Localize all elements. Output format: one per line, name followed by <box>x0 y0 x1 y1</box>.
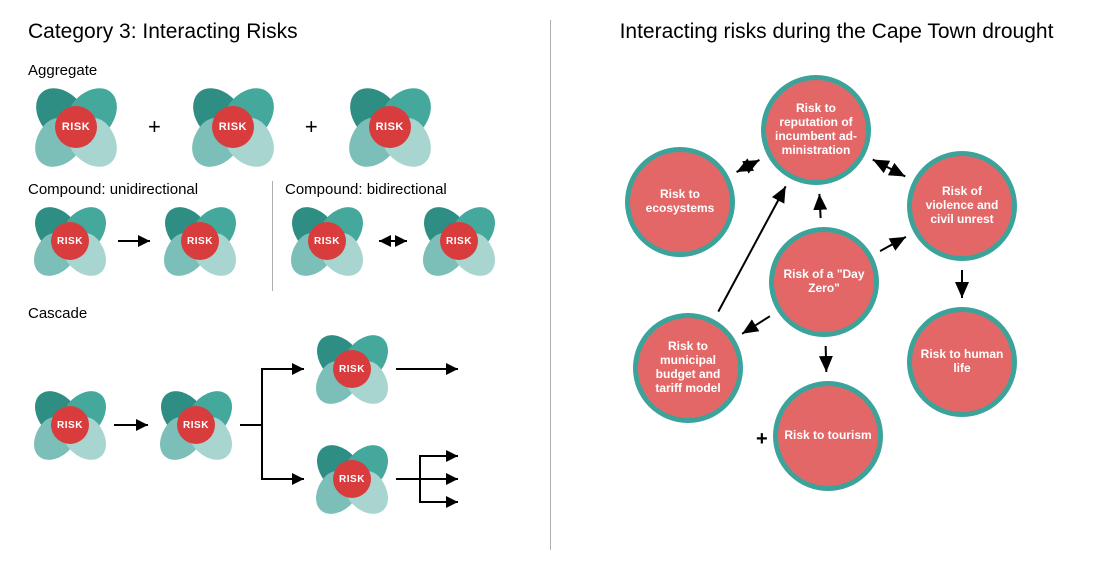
compound-bi-label: Compound: bidirectional <box>285 181 517 198</box>
arrow-bidir-icon <box>373 234 413 248</box>
aggregate-row: RISK + RISK + RISK <box>28 85 522 169</box>
cascade-label: Cascade <box>28 305 522 322</box>
risk-flower: RISK <box>285 204 369 278</box>
left-title: Category 3: Interacting Risks <box>28 20 522 44</box>
arrow-right-icon <box>118 234 152 248</box>
risk-core: RISK <box>369 106 411 148</box>
left-panel: Category 3: Interacting Risks Aggregate … <box>0 0 550 570</box>
right-title: Interacting risks during the Cape Town d… <box>560 20 1093 44</box>
risk-core: RISK <box>181 222 219 260</box>
risk-core: RISK <box>440 222 478 260</box>
node-ecosystems: Risk to ecosystems <box>625 147 735 257</box>
risk-core: RISK <box>308 222 346 260</box>
risk-flower: RISK <box>158 204 242 278</box>
risk-flower: RISK <box>28 204 112 278</box>
node-humanlife: Risk to human life <box>907 307 1017 417</box>
node-budget: Risk to municipal budget and tariff mode… <box>633 313 743 423</box>
compound-section: Compound: unidirectional RISK RISK Compo… <box>28 181 522 291</box>
plus-sign: + <box>134 114 175 140</box>
node-reputation: Risk to reputation of incumbent ad-minis… <box>761 75 871 185</box>
node-dayzero: Risk of a "Day Zero" <box>769 227 879 337</box>
node-violence: Risk of violence and civil unrest <box>907 151 1017 261</box>
aggregate-label: Aggregate <box>28 62 522 79</box>
risk-core: RISK <box>212 106 254 148</box>
compound-uni-label: Compound: unidirectional <box>28 181 272 198</box>
plus-sign: + <box>291 114 332 140</box>
cascade-arrows <box>28 328 528 528</box>
cascade-diagram: RISK RISK RISK RISK <box>28 328 522 528</box>
risk-core: RISK <box>51 222 89 260</box>
right-panel: Interacting risks during the Cape Town d… <box>550 0 1103 570</box>
node-tourism: Risk to tourism <box>773 381 883 491</box>
risk-flower: RISK <box>28 85 124 169</box>
risk-flower: RISK <box>185 85 281 169</box>
plus-sign: + <box>756 428 768 451</box>
risk-flower: RISK <box>417 204 501 278</box>
risk-flower: RISK <box>342 85 438 169</box>
risk-core: RISK <box>55 106 97 148</box>
network-nodes: Risk to reputation of incumbent ad-minis… <box>550 60 1103 560</box>
